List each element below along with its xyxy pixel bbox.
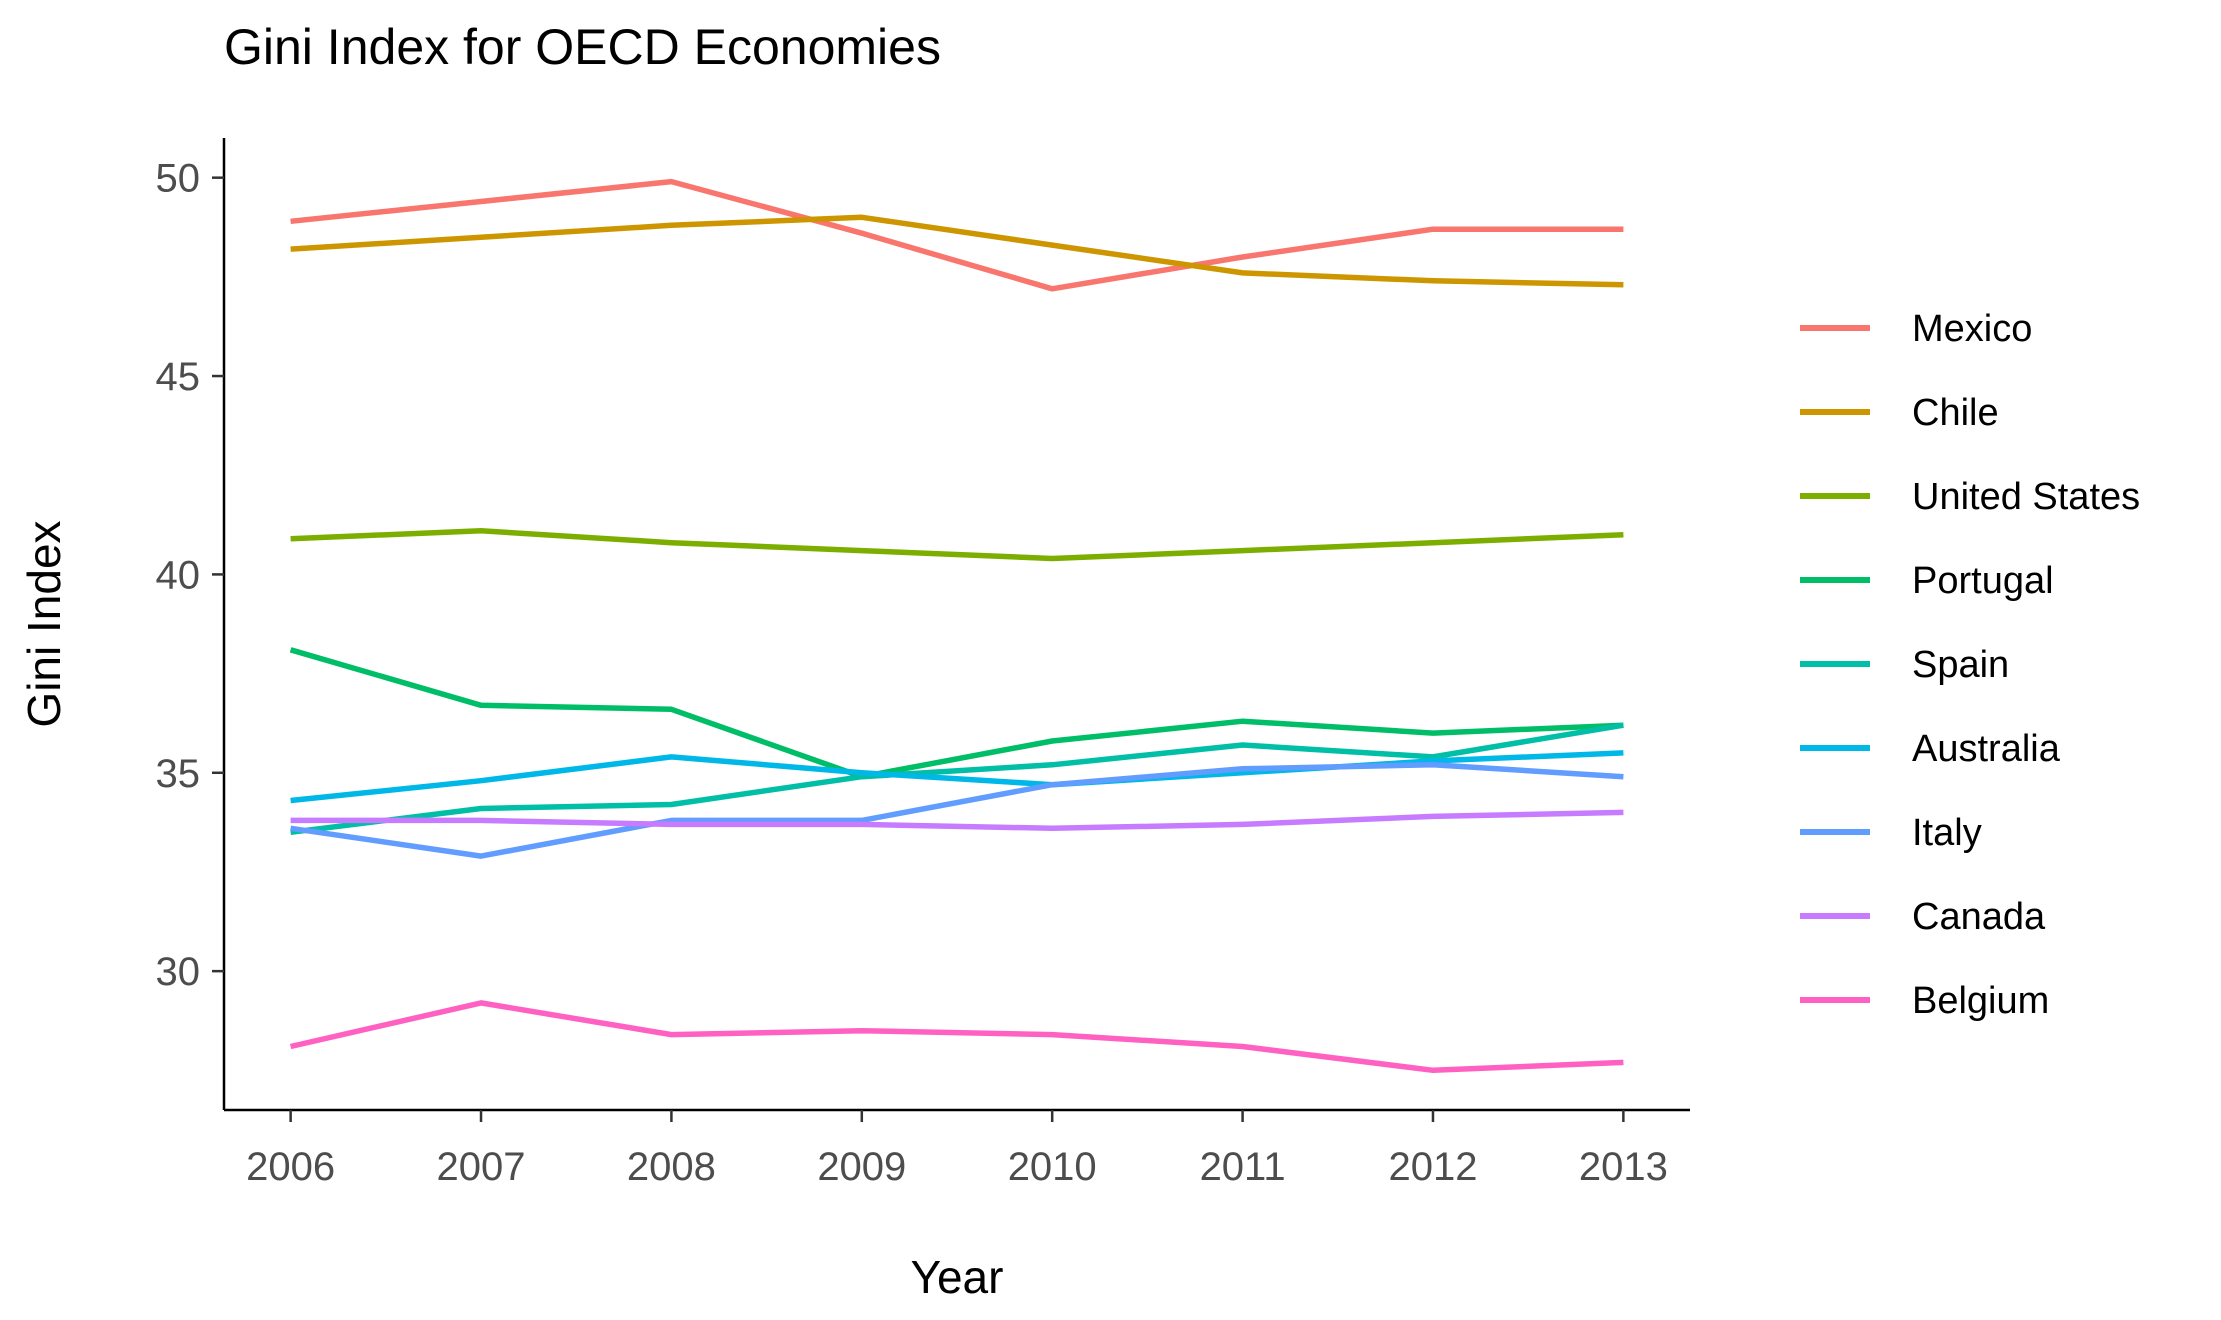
series-line-mexico [290,178,1624,292]
series-layer [289,178,1624,1074]
x-tick-label: 2013 [1579,1145,1668,1189]
y-tick-label: 40 [156,553,201,597]
x-tick-label: 2012 [1388,1145,1477,1189]
x-tick-label: 2011 [1200,1145,1286,1189]
legend-item-australia: Australia [1800,728,2061,770]
legend-label: Australia [1912,728,2061,770]
legend-item-chile: Chile [1800,392,1999,434]
legend-label: Mexico [1912,308,2032,350]
legend-item-italy: Italy [1800,812,1982,854]
x-tick-label: 2010 [1008,1145,1097,1189]
x-tick-label: 2009 [817,1145,906,1189]
series-line-canada [290,809,1624,832]
series-line-chile [290,214,1624,288]
legend-item-united-states: United States [1800,476,2140,518]
y-tick-label: 45 [156,355,201,399]
legend-label: Chile [1912,392,1999,434]
legend-label: Canada [1912,896,2046,938]
chart-title: Gini Index for OECD Economies [224,19,941,75]
legend-item-spain: Spain [1800,644,2009,686]
legend-item-canada: Canada [1800,896,2046,938]
legend-label: Spain [1912,644,2009,686]
legend-item-mexico: Mexico [1800,308,2032,350]
x-axis-title: Year [911,1251,1004,1303]
series-line-belgium [289,1000,1624,1074]
series-line-italy [290,762,1624,859]
x-tick-label: 2006 [246,1145,335,1189]
x-tick-label: 2008 [627,1145,716,1189]
legend: Mexico Chile United States Portugal Spain Aus… [1800,308,2140,1022]
legend-item-portugal: Portugal [1800,560,2054,602]
legend-label: Belgium [1912,980,2049,1022]
y-tick-label: 35 [156,752,201,796]
series-line-spain [290,722,1624,836]
series-line-united-states [290,528,1624,562]
y-tick-label: 30 [156,950,201,994]
y-tick-label: 50 [156,157,201,201]
legend-label: United States [1912,476,2140,518]
legend-label: Portugal [1912,560,2054,602]
x-axis-ticks: 2006 2007 2008 2009 2010 2011 2012 2013 [246,1110,1668,1189]
legend-label: Italy [1912,812,1982,854]
x-tick-label: 2007 [437,1145,526,1189]
series-line-portugal [289,647,1624,780]
legend-item-belgium: Belgium [1800,980,2049,1022]
y-axis-ticks: 30 35 40 45 50 [156,157,224,994]
axes-layer [222,138,1690,1112]
y-axis-title: Gini Index [18,520,70,727]
